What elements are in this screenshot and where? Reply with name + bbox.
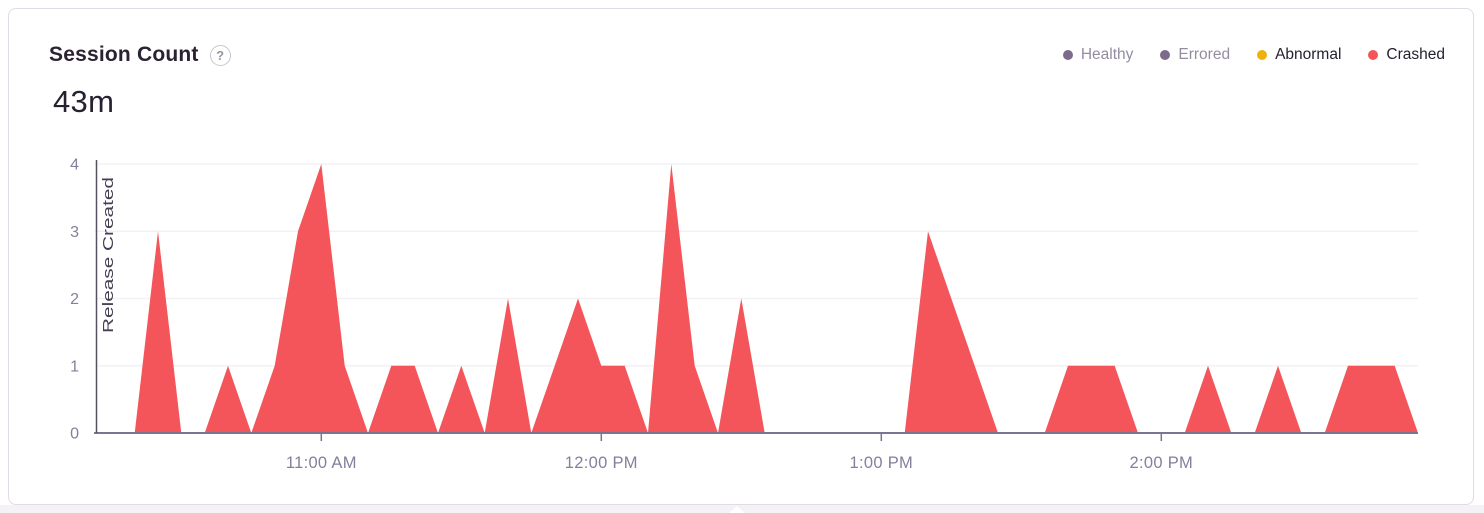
- y-tick-label: 0: [70, 426, 79, 443]
- title-wrap: Session Count ?: [49, 43, 231, 67]
- x-tick-label: 12:00 PM: [565, 454, 638, 472]
- panel-arrow-notch: [729, 506, 745, 513]
- legend-item-healthy[interactable]: Healthy: [1062, 46, 1134, 64]
- legend-item-label: Healthy: [1080, 46, 1134, 63]
- abnormal-dot-icon: [1257, 50, 1268, 60]
- y-tick-label: 3: [70, 224, 79, 241]
- legend: Healthy Errored Abnormal Crashed: [1062, 46, 1445, 64]
- healthy-dot-icon: [1062, 50, 1073, 60]
- page-title: Session Count: [49, 43, 199, 66]
- y-tick-label: 4: [70, 157, 79, 174]
- legend-item-label: Errored: [1178, 46, 1231, 63]
- legend-item-crashed[interactable]: Crashed: [1368, 46, 1445, 64]
- x-tick-label: 2:00 PM: [1130, 454, 1194, 472]
- errored-dot-icon: [1160, 50, 1171, 60]
- y-tick-label: 1: [70, 358, 79, 375]
- legend-item-label: Crashed: [1386, 46, 1445, 63]
- x-tick-label: 1:00 PM: [850, 454, 914, 472]
- x-tick-label: 11:00 AM: [286, 454, 357, 472]
- card-header: Session Count ? Healthy Errored Abnormal Cr…: [49, 43, 1445, 67]
- crashed-dot-icon: [1368, 50, 1379, 60]
- crashed-area-series: [95, 164, 1418, 433]
- y-tick-label: 2: [70, 291, 79, 308]
- legend-item-abnormal[interactable]: Abnormal: [1257, 46, 1341, 64]
- release-marker-label: Release Created: [100, 177, 117, 333]
- help-icon[interactable]: ?: [209, 44, 231, 66]
- session-total-value: 43m: [53, 84, 115, 119]
- legend-item-errored[interactable]: Errored: [1160, 46, 1230, 64]
- bottom-strip: [0, 505, 1484, 513]
- legend-item-label: Abnormal: [1275, 46, 1342, 63]
